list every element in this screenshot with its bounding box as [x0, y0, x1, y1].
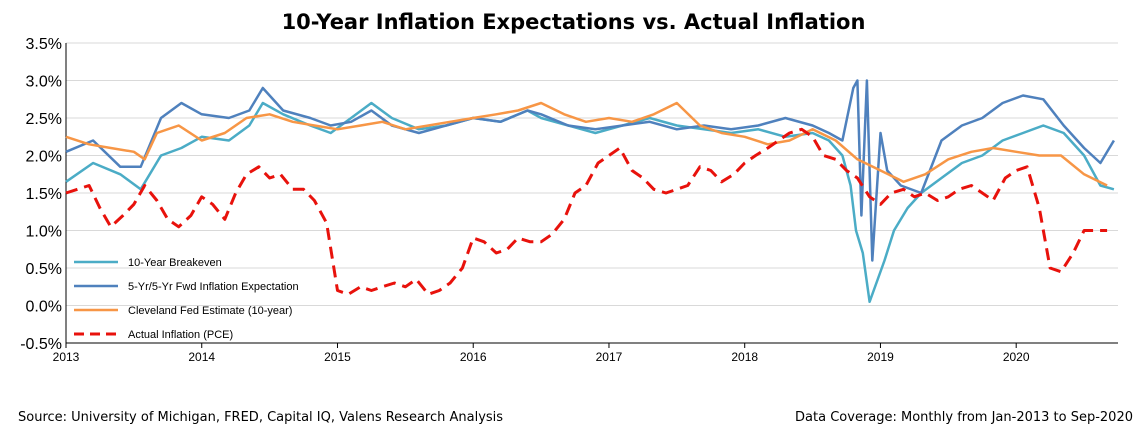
y-tick-label: 1.5% [26, 186, 62, 203]
series-line-2 [65, 79, 1115, 262]
legend: 10-Year Breakeven 5-Yr/5-Yr Fwd Inflation… [74, 257, 299, 341]
y-tick-label: 1.0% [26, 224, 62, 241]
legend-label: Cleveland Fed Estimate (10-year) [128, 305, 292, 317]
gridlines [66, 42, 1118, 344]
legend-label: 10-Year Breakeven [128, 257, 222, 269]
series-lines [65, 79, 1115, 304]
y-tick-label: 3.0% [26, 74, 62, 91]
x-tick-label: 2020 [1003, 350, 1030, 364]
series-line-4 [65, 127, 1108, 296]
legend-label: 5-Yr/5-Yr Fwd Inflation Expectation [128, 281, 299, 293]
legend-label: Actual Inflation (PCE) [128, 329, 233, 341]
y-tick-label: 2.0% [26, 149, 62, 166]
x-tick-label: 2019 [867, 350, 894, 364]
source-note: Source: University of Michigan, FRED, Ca… [18, 410, 504, 425]
y-axis-labels: 3.5% 3.0% 2.5% 2.0% 1.5% 1.0% 0.5% 0.0% -0.5% [20, 36, 62, 353]
y-tick-label: 3.5% [26, 36, 62, 53]
x-tick-label: 2018 [731, 350, 758, 364]
y-tick-label: 0.5% [26, 261, 62, 278]
x-tick-label: 2013 [53, 350, 80, 364]
x-axis: 2013 2014 2015 2016 2017 2018 2019 2020 [53, 43, 1118, 364]
series-line-1 [65, 101, 1115, 304]
chart-title: 10-Year Inflation Expectations vs. Actua… [281, 10, 866, 34]
series-line-3 [65, 101, 1108, 187]
x-tick-label: 2015 [324, 350, 351, 364]
x-tick-label: 2016 [460, 350, 487, 364]
coverage-note: Data Coverage: Monthly from Jan-2013 to … [795, 410, 1133, 425]
y-tick-label: -0.5% [20, 336, 62, 353]
y-tick-label: 2.5% [26, 111, 62, 128]
y-tick-label: 0.0% [26, 299, 62, 316]
x-tick-label: 2014 [188, 350, 215, 364]
x-tick-label: 2017 [596, 350, 623, 364]
